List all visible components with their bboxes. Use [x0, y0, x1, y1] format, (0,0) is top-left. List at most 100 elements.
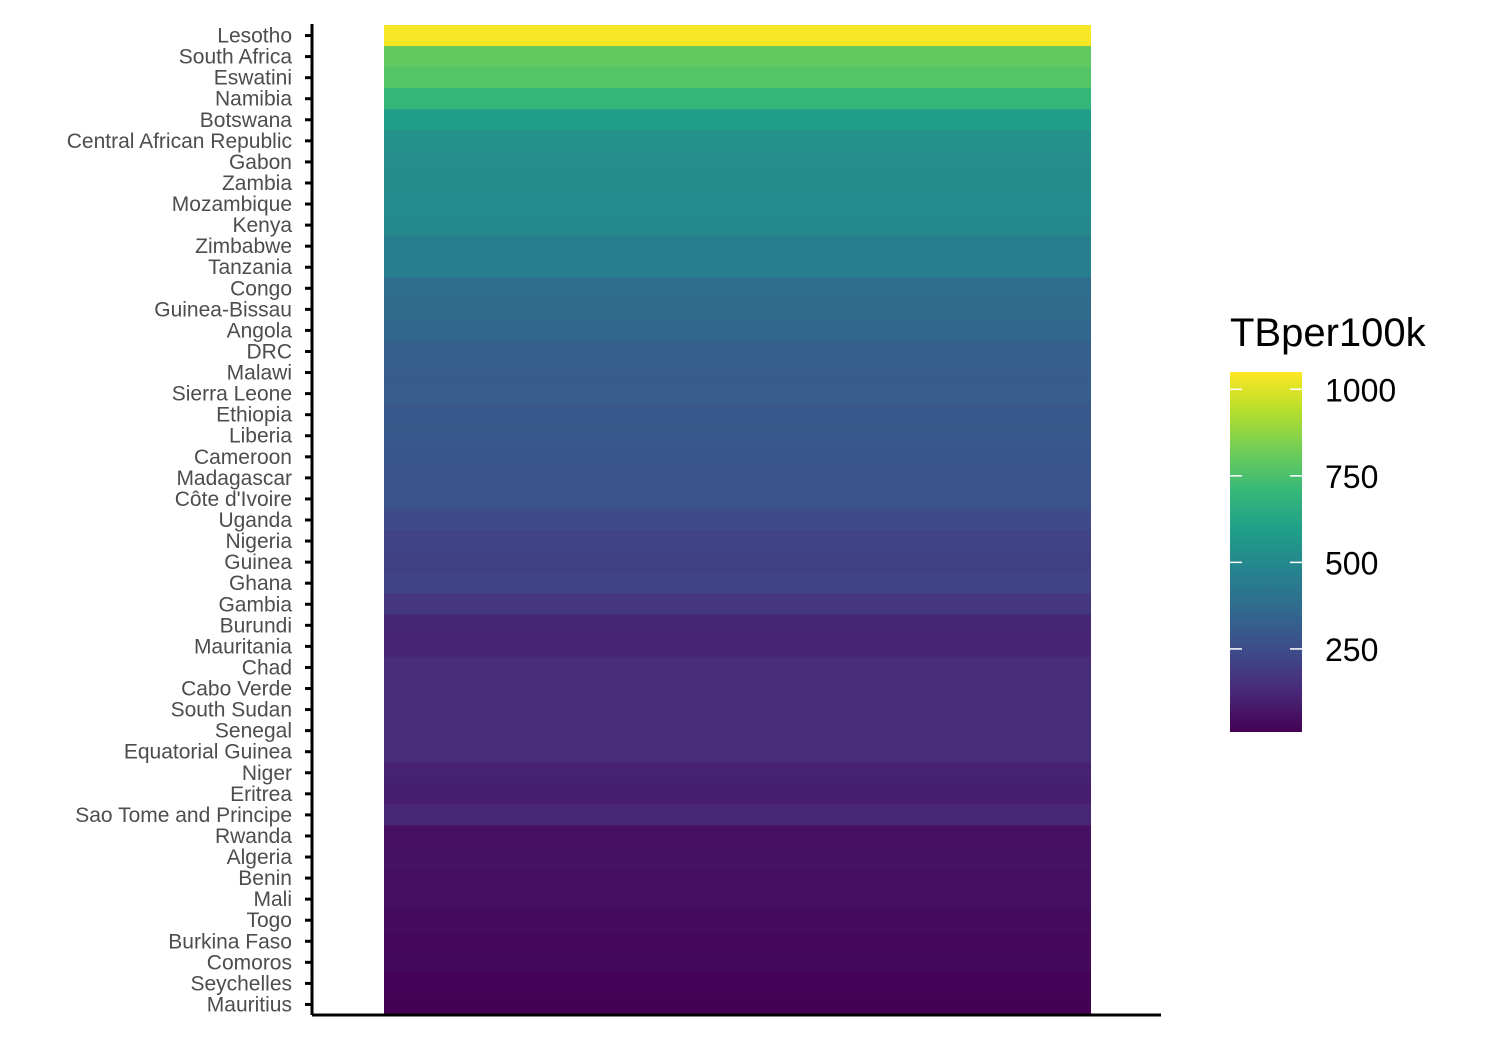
heatmap-tile	[384, 46, 1091, 68]
heatmap-tile	[384, 172, 1091, 195]
y-tick-label: Madagascar	[176, 467, 292, 490]
heatmap-tile	[384, 551, 1091, 574]
y-tick-label: Central African Republic	[67, 130, 292, 153]
y-tick-label: Seychelles	[190, 972, 292, 995]
color-legend: TBper100k 1000 750 500 250	[1230, 311, 1427, 732]
y-tick-label: Nigeria	[225, 530, 292, 553]
heatmap-tile	[384, 319, 1091, 342]
legend-title: TBper100k	[1230, 311, 1427, 355]
heatmap-tile	[384, 593, 1091, 616]
heatmap-tile	[384, 993, 1091, 1016]
heatmap-tile	[384, 256, 1091, 279]
heatmap-tile	[384, 214, 1091, 237]
heatmap-tile	[384, 677, 1091, 700]
heatmap-tile	[384, 699, 1091, 721]
y-tick-label: Angola	[227, 319, 293, 342]
y-tick-label: Burkina Faso	[168, 930, 292, 953]
heatmap-tile	[384, 277, 1091, 300]
heatmap-tile	[384, 888, 1091, 911]
y-tick-label: Congo	[230, 277, 292, 300]
heatmap-tiles	[384, 25, 1091, 1016]
y-tick-label: Kenya	[232, 214, 292, 237]
y-tick-label: Senegal	[215, 720, 292, 743]
y-tick-label: Rwanda	[215, 825, 292, 848]
y-tick-label: Cabo Verde	[181, 678, 292, 701]
heatmap-tile	[384, 572, 1091, 595]
heatmap-tile	[384, 383, 1091, 405]
y-tick-label: Eswatini	[214, 67, 292, 90]
heatmap-tile	[384, 635, 1091, 658]
heatmap-tile	[384, 972, 1091, 995]
y-tick-label: Botswana	[200, 109, 293, 132]
legend-tick-label: 250	[1325, 632, 1378, 668]
heatmap-tile	[384, 67, 1091, 89]
heatmap-tile	[384, 25, 1091, 47]
heatmap-tile	[384, 298, 1091, 321]
y-tick-label: Gambia	[218, 593, 292, 616]
heatmap-tile	[384, 783, 1091, 805]
y-tick-label: Côte d'Ivoire	[175, 488, 292, 511]
heatmap-tile	[384, 867, 1091, 890]
heatmap-tile	[384, 467, 1091, 489]
y-tick-label: Equatorial Guinea	[124, 741, 292, 764]
heatmap-tile	[384, 846, 1091, 869]
heatmap-tile	[384, 193, 1091, 216]
heatmap-tile	[384, 804, 1091, 827]
legend-tick-label: 750	[1325, 459, 1378, 495]
y-tick-label: Gabon	[229, 151, 292, 174]
y-tick-label: Cameroon	[194, 446, 292, 469]
y-tick-label: DRC	[247, 340, 293, 363]
y-tick-label: Sao Tome and Principe	[75, 804, 292, 827]
heatmap-tile	[384, 909, 1091, 932]
heatmap-tile	[384, 951, 1091, 974]
y-tick-label: Togo	[246, 909, 292, 932]
heatmap-tile	[384, 151, 1091, 174]
y-tick-label: Lesotho	[217, 25, 292, 48]
heatmap-tile	[384, 720, 1091, 742]
y-tick-label: Mali	[253, 888, 292, 911]
y-tick-label: South Africa	[179, 46, 293, 69]
y-tick-label: Sierra Leone	[172, 383, 292, 406]
y-tick-label: Zimbabwe	[195, 235, 292, 258]
y-tick-label: Mauritania	[194, 635, 292, 658]
y-tick-label: Namibia	[215, 88, 292, 111]
y-tick-label: Guinea	[224, 551, 292, 574]
heatmap-tile	[384, 130, 1091, 152]
y-tick-label: Comoros	[207, 951, 292, 974]
y-tick-label: Eritrea	[230, 783, 292, 806]
heatmap-tile	[384, 235, 1091, 258]
legend-tick-label: 1000	[1325, 372, 1396, 408]
y-tick-label: Uganda	[218, 509, 292, 532]
heatmap-tile	[384, 362, 1091, 384]
y-tick-label: Burundi	[220, 614, 292, 637]
heatmap-tile	[384, 509, 1091, 532]
heatmap-tile	[384, 614, 1091, 637]
y-tick-label: Mauritius	[207, 993, 292, 1016]
y-tick-label: Mozambique	[172, 193, 292, 216]
y-tick-label: Algeria	[227, 846, 293, 869]
heatmap-tile	[384, 656, 1091, 679]
heatmap-tile	[384, 340, 1091, 363]
heatmap-tile	[384, 109, 1091, 131]
heatmap-tile	[384, 488, 1091, 511]
y-tick-label: Guinea-Bissau	[154, 298, 292, 321]
y-tick-label: Ghana	[229, 572, 292, 595]
y-tick-label: Niger	[242, 762, 292, 785]
legend-colorbar	[1230, 372, 1302, 732]
y-tick-label: Malawi	[227, 362, 292, 385]
heatmap-tile	[384, 762, 1091, 784]
y-tick-label: Liberia	[229, 425, 292, 448]
y-tick-label: South Sudan	[171, 699, 292, 722]
heatmap-tile	[384, 88, 1091, 110]
y-tick-label: Benin	[238, 867, 292, 890]
y-tick-label: Zambia	[222, 172, 292, 195]
y-tick-label: Chad	[242, 656, 292, 679]
y-tick-label: Ethiopia	[216, 404, 292, 427]
heatmap-tile	[384, 930, 1091, 953]
heatmap-tile	[384, 825, 1091, 848]
y-tick-label: Tanzania	[208, 256, 292, 279]
heatmap-tile	[384, 404, 1091, 426]
